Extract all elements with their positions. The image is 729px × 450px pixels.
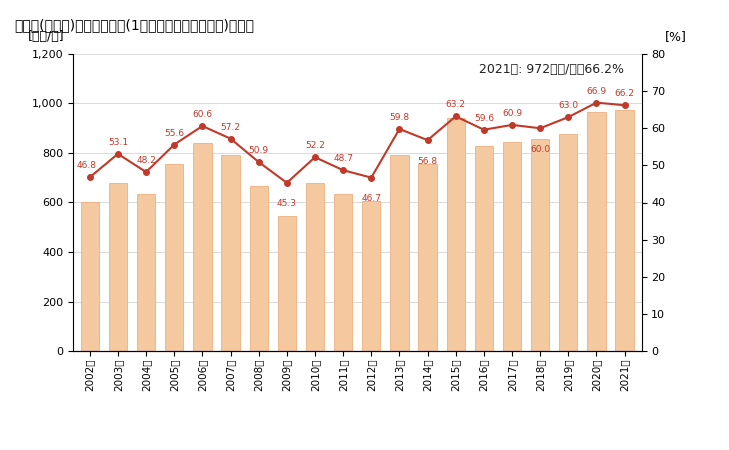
- Bar: [559, 135, 577, 351]
- Text: 60.0: 60.0: [530, 145, 550, 154]
- Text: 56.8: 56.8: [418, 157, 437, 166]
- Bar: [588, 112, 606, 351]
- Bar: [362, 201, 381, 351]
- Bar: [222, 155, 240, 351]
- Bar: [193, 143, 211, 351]
- Text: [%]: [%]: [665, 30, 687, 43]
- Text: 59.8: 59.8: [389, 113, 410, 122]
- Text: 60.6: 60.6: [192, 110, 212, 119]
- Text: 46.7: 46.7: [362, 194, 381, 203]
- Bar: [475, 146, 493, 351]
- Text: 63.0: 63.0: [558, 101, 578, 110]
- Bar: [306, 183, 324, 351]
- Bar: [390, 155, 408, 351]
- Text: 48.2: 48.2: [136, 156, 156, 165]
- Bar: [503, 142, 521, 351]
- Text: 宮古市(岩手県)の労働生産性(1人当たり粗付加価値額)の推移: 宮古市(岩手県)の労働生産性(1人当たり粗付加価値額)の推移: [15, 18, 254, 32]
- Text: 52.2: 52.2: [305, 141, 325, 150]
- Text: 57.2: 57.2: [221, 123, 241, 132]
- Bar: [418, 164, 437, 351]
- Text: 50.9: 50.9: [249, 146, 269, 155]
- Text: 48.7: 48.7: [333, 154, 353, 163]
- Text: 46.8: 46.8: [77, 161, 97, 170]
- Bar: [137, 194, 155, 351]
- Text: 59.6: 59.6: [474, 114, 494, 123]
- Bar: [615, 110, 634, 351]
- Text: 2021年: 972万円/人，66.2%: 2021年: 972万円/人，66.2%: [480, 63, 625, 76]
- Bar: [109, 183, 127, 351]
- Bar: [249, 186, 268, 351]
- Bar: [334, 194, 352, 351]
- Text: [万円/人]: [万円/人]: [28, 30, 64, 43]
- Bar: [81, 202, 99, 351]
- Bar: [278, 216, 296, 351]
- Text: 53.1: 53.1: [108, 138, 128, 147]
- Bar: [165, 164, 184, 351]
- Bar: [531, 140, 550, 351]
- Text: 60.9: 60.9: [502, 109, 522, 118]
- Text: 45.3: 45.3: [277, 199, 297, 208]
- Bar: [447, 118, 465, 351]
- Text: 63.2: 63.2: [445, 100, 466, 109]
- Text: 66.9: 66.9: [586, 87, 607, 96]
- Text: 55.6: 55.6: [164, 129, 184, 138]
- Text: 66.2: 66.2: [615, 89, 635, 98]
